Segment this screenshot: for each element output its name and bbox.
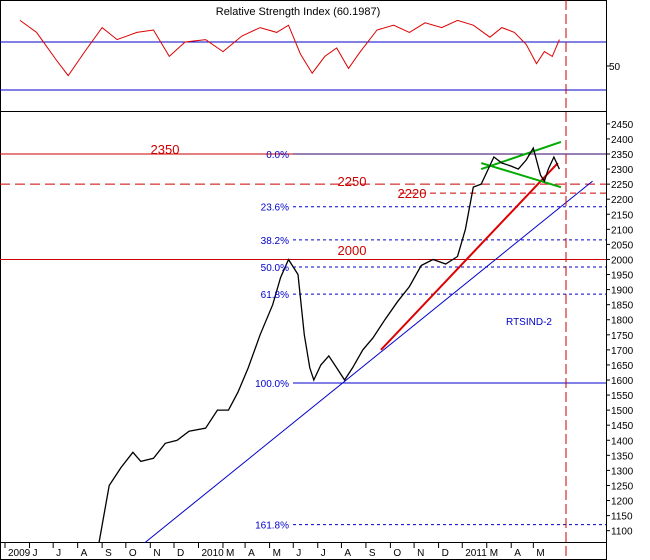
rsi-reference-lines [0, 41, 606, 91]
price-tick-label: 1200 [611, 497, 634, 508]
x-tick-label: O [129, 548, 137, 559]
fib-label: 61.8% [261, 290, 289, 301]
x-tick-label: O [393, 548, 401, 559]
price-tick-label: 1950 [611, 271, 634, 282]
x-tick-label: J [296, 548, 301, 559]
level-label-2220: 2220 [398, 186, 427, 201]
price-tick-label: 1100 [611, 527, 633, 538]
x-tick-label: J [32, 548, 37, 559]
x-tick-label: M [226, 548, 234, 559]
x-tick-label: 2009 [8, 548, 31, 559]
x-tick-label: M [273, 548, 281, 559]
x-tick-label: S [105, 548, 112, 559]
x-tick-label: D [177, 548, 184, 559]
x-tick-label: A [81, 548, 88, 559]
x-tick-label: A [344, 548, 351, 559]
trend-lines [144, 140, 593, 544]
price-series-line [98, 146, 560, 543]
price-tick-label: 1300 [611, 466, 634, 477]
level-label-2350: 2350 [151, 142, 180, 157]
green-upper [480, 140, 562, 171]
price-tick-label: 1750 [611, 331, 634, 342]
x-tick-label: N [153, 548, 160, 559]
trend-label: RTSIND-2 [506, 317, 552, 328]
price-tick-label: 2150 [611, 210, 634, 221]
rsi-series-line [19, 19, 560, 77]
price-annotation-labels: 2350 2250 2220 2000 0.0% 23.6% 38.2% 50.0% 61.8%… [151, 142, 553, 532]
price-tick-label: 1350 [611, 451, 634, 462]
price-tick-label: 1450 [611, 421, 634, 432]
price-tick-label: 1150 [611, 512, 633, 523]
x-tick-label: J [56, 548, 61, 559]
x-tick-label: J [321, 548, 326, 559]
fib-label: 50.0% [261, 263, 289, 274]
fib-label: 23.6% [261, 203, 289, 214]
level-label-2000: 2000 [338, 243, 367, 258]
price-tick-label: 1550 [611, 391, 634, 402]
x-tick-label: D [442, 548, 449, 559]
green-lower [480, 162, 562, 189]
price-tick-label: 1500 [611, 406, 634, 417]
rsi-y-tick-labels: 50 [606, 62, 621, 73]
price-tick-label: 1850 [611, 301, 634, 312]
x-tick-label: A [514, 548, 521, 559]
rsi-panel-frame [0, 0, 607, 112]
x-tick-label: 2011 [465, 548, 487, 559]
x-axis-tick-labels: 2009 J J A S O N D 2010 M A M J J A S O N D 2011 M A M [4, 542, 545, 559]
price-tick-label: 1800 [611, 316, 634, 327]
fib-label: 38.2% [261, 236, 289, 247]
price-tick-label: 2000 [611, 255, 634, 266]
x-tick-label: A [248, 548, 255, 559]
x-tick-label: N [417, 548, 424, 559]
price-tick-label: 1700 [611, 346, 634, 357]
price-tick-label: 1900 [611, 286, 634, 297]
fib-label: 100.0% [255, 379, 289, 390]
x-tick-label: M [536, 548, 544, 559]
rsi-tick-label: 50 [609, 62, 621, 73]
price-tick-label: 1600 [611, 376, 634, 387]
price-tick-label: 2100 [611, 225, 634, 236]
price-tick-label: 1400 [611, 436, 634, 447]
red-trend [380, 162, 559, 351]
price-tick-label: 2450 [611, 120, 634, 131]
rsi-title: Relative Strength Index (60.1987) [216, 6, 381, 18]
fib-label: 161.8% [255, 521, 289, 532]
price-tick-label: 2350 [611, 150, 634, 161]
price-tick-label: 2200 [611, 195, 634, 206]
price-tick-label: 1250 [611, 481, 634, 492]
price-tick-label: 2250 [611, 180, 634, 191]
price-annotation-lines [0, 153, 606, 526]
level-label-2250: 2250 [338, 174, 367, 189]
x-tick-label: S [369, 548, 376, 559]
fib-label: 0.0% [266, 150, 289, 161]
x-tick-label: M [490, 548, 498, 559]
trend-rtsind-2 [144, 180, 593, 544]
price-tick-label: 2050 [611, 240, 634, 251]
x-tick-label: 2010 [201, 548, 224, 559]
price-y-tick-labels: 2450 2400 2350 2300 2250 2200 2150 2100 2050 2000… [606, 120, 634, 538]
price-tick-label: 2300 [611, 165, 634, 176]
price-tick-label: 2400 [611, 135, 634, 146]
price-tick-label: 1650 [611, 361, 634, 372]
